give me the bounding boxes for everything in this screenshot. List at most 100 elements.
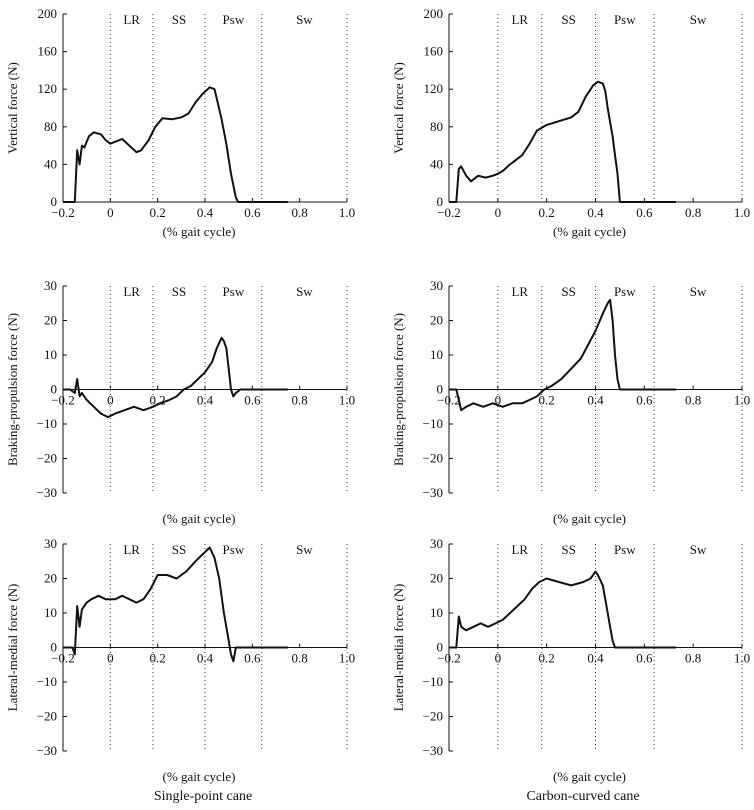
- y-tick-label: 120: [424, 81, 444, 96]
- x-tick-label: 1.0: [734, 393, 750, 408]
- y-tick-label: −10: [37, 674, 57, 689]
- y-tick-label: 80: [430, 119, 443, 134]
- phase-label: LR: [123, 12, 140, 27]
- series-line: [449, 570, 677, 649]
- y-tick-label: −10: [423, 674, 443, 689]
- y-tick-label: 30: [44, 536, 57, 551]
- y-tick-label: 0: [51, 194, 58, 209]
- phase-label: Psw: [223, 12, 245, 27]
- phase-label: LR: [123, 284, 140, 299]
- phase-label: Psw: [614, 284, 636, 299]
- y-axis-label: Vertical force (N): [5, 62, 20, 154]
- y-tick-label: 0: [51, 640, 58, 655]
- y-tick-label: 20: [430, 571, 443, 586]
- phase-label: Psw: [614, 542, 636, 557]
- phase-label: LR: [511, 12, 528, 27]
- x-tick-label: 0.4: [197, 651, 214, 666]
- x-tick-label: 0.8: [292, 651, 308, 666]
- x-tick-label: 0.4: [197, 205, 214, 220]
- x-tick-label: 0: [495, 393, 502, 408]
- x-tick-label: −0.2: [51, 205, 75, 220]
- x-tick-label: 1.0: [734, 205, 750, 220]
- x-tick-label: 0.2: [539, 651, 555, 666]
- y-axis-label: Braking-propulsion force (N): [391, 313, 406, 466]
- x-tick-label: 0.8: [685, 205, 701, 220]
- y-axis-label: Braking-propulsion force (N): [5, 313, 20, 466]
- y-tick-label: −20: [423, 709, 443, 724]
- x-tick-label: 0.2: [150, 393, 166, 408]
- y-tick-label: 200: [424, 6, 444, 21]
- x-tick-label: 0.4: [587, 205, 604, 220]
- phase-label: SS: [172, 284, 186, 299]
- phase-label: SS: [172, 12, 186, 27]
- y-tick-label: −30: [423, 485, 443, 500]
- x-tick-label: 0: [107, 651, 114, 666]
- caption-left: Single-point cane: [154, 789, 252, 804]
- phase-label: Sw: [296, 284, 313, 299]
- x-tick-label: 0.4: [587, 651, 604, 666]
- phase-label: SS: [172, 542, 186, 557]
- x-tick-label: 1.0: [734, 651, 750, 666]
- x-tick-label: −0.2: [51, 393, 75, 408]
- y-tick-label: 200: [38, 6, 58, 21]
- y-tick-label: 20: [44, 571, 57, 586]
- x-tick-label: 0.4: [197, 393, 214, 408]
- x-tick-label: 0.2: [539, 393, 555, 408]
- y-tick-label: −30: [423, 743, 443, 758]
- x-tick-label: 0.8: [685, 651, 701, 666]
- x-tick-label: 0: [107, 393, 114, 408]
- y-axis-label: Lateral-medial force (N): [5, 584, 20, 712]
- x-axis-label: (% gait cycle): [553, 511, 626, 526]
- x-axis-label: (% gait cycle): [163, 769, 236, 784]
- phase-label: LR: [511, 542, 528, 557]
- x-tick-label: −0.2: [437, 651, 461, 666]
- y-tick-label: −10: [423, 416, 443, 431]
- x-tick-label: 0.2: [150, 651, 166, 666]
- y-tick-label: 80: [44, 119, 57, 134]
- phase-label: Psw: [223, 542, 245, 557]
- x-tick-label: 0.6: [636, 205, 653, 220]
- x-tick-label: 0.6: [636, 651, 653, 666]
- x-tick-label: 1.0: [339, 393, 355, 408]
- y-tick-label: 160: [38, 44, 58, 59]
- y-tick-label: 30: [430, 536, 443, 551]
- phase-label: Psw: [614, 12, 636, 27]
- x-axis-label: (% gait cycle): [553, 224, 626, 239]
- x-tick-label: 0.6: [244, 651, 261, 666]
- x-tick-label: 0.6: [244, 393, 261, 408]
- y-tick-label: 10: [44, 605, 57, 620]
- x-tick-label: 0.8: [685, 393, 701, 408]
- x-tick-label: 1.0: [339, 205, 355, 220]
- y-tick-label: −10: [37, 416, 57, 431]
- phase-label: Sw: [690, 12, 707, 27]
- phase-label: LR: [511, 284, 528, 299]
- y-tick-label: −20: [423, 451, 443, 466]
- y-tick-label: 20: [44, 313, 57, 328]
- y-axis-label: Lateral-medial force (N): [391, 584, 406, 712]
- y-tick-label: 40: [430, 156, 443, 171]
- phase-label: Sw: [296, 542, 313, 557]
- y-tick-label: −20: [37, 709, 57, 724]
- phase-label: Sw: [690, 542, 707, 557]
- phase-label: Sw: [296, 12, 313, 27]
- y-tick-label: 10: [430, 347, 443, 362]
- y-tick-label: 40: [44, 156, 57, 171]
- x-tick-label: 0.4: [587, 393, 604, 408]
- y-tick-label: 0: [437, 194, 444, 209]
- x-tick-label: 0.2: [539, 205, 555, 220]
- x-axis-label: (% gait cycle): [163, 511, 236, 526]
- y-tick-label: 120: [38, 81, 58, 96]
- series-line: [449, 80, 677, 203]
- y-tick-label: −30: [37, 485, 57, 500]
- x-tick-label: 0.6: [636, 393, 653, 408]
- x-tick-label: 1.0: [339, 651, 355, 666]
- y-axis-label: Vertical force (N): [391, 62, 406, 154]
- y-tick-label: 20: [430, 313, 443, 328]
- series-line: [63, 546, 288, 663]
- x-tick-label: 0.8: [292, 393, 308, 408]
